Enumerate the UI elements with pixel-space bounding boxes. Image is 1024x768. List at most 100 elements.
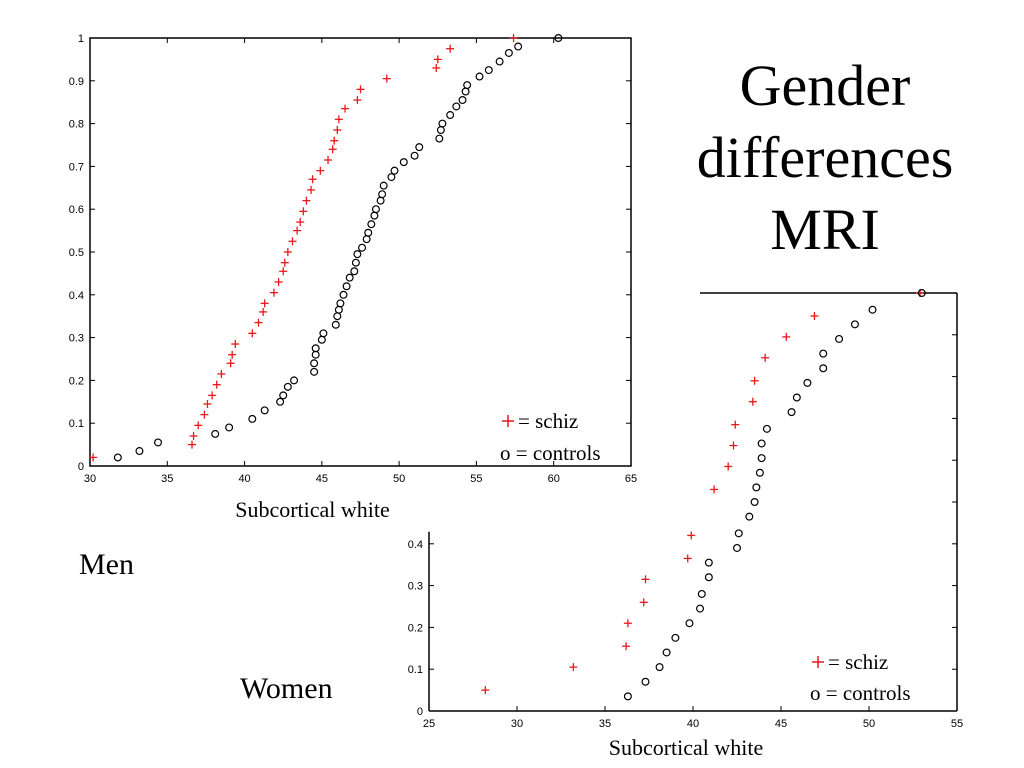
women-control-point [819,349,828,358]
men-control-point [283,382,292,391]
men-y-tick-label: 0 [78,461,84,473]
men-control-point [211,429,220,438]
men-schiz-point [231,340,240,349]
men-control-point [350,267,359,276]
women-control-point [757,439,766,448]
men-schiz-point [212,380,221,389]
men-control-point [410,151,419,160]
men-control-point [310,359,319,368]
women-x-tick-label: 35 [599,718,611,730]
men-schiz-point [269,288,278,297]
men-schiz-point [208,391,217,400]
women-control-point [750,498,759,507]
men-schiz-point [228,350,237,359]
men-control-point [514,42,523,51]
men-control-point [367,220,376,229]
women-schiz-point [622,642,631,651]
men-schiz-point [330,136,339,145]
women-control-point [755,468,764,477]
women-y-tick-label: 0 [417,706,423,718]
men-control-point [399,158,408,167]
men-control-point [438,119,447,128]
women-control-point [696,604,705,613]
men-schiz-point [356,85,365,94]
men-y-tick-label: 0.2 [69,375,84,387]
women-schiz-point [687,531,696,540]
women-control-point [757,454,766,463]
men-control-point [248,414,257,423]
men-control-point [504,48,513,57]
women-control-point [752,483,761,492]
women-x-tick-label: 55 [951,718,963,730]
men-schiz-point [446,44,455,53]
men-schiz-point [333,126,342,135]
women-control-point [792,393,801,402]
men-schiz-point [226,359,235,368]
men-schiz-point [188,440,197,449]
men-schiz-point [432,63,441,72]
men-control-point [331,320,340,329]
men-schiz-point [260,299,269,308]
women-x-tick-label: 45 [775,718,787,730]
women-y-tick-label: 0.1 [408,664,423,676]
women-control-point [623,692,632,701]
women-legend-schiz-label: = schiz [828,650,888,674]
men-schiz-point [203,399,212,408]
men-control-point [495,57,504,66]
women-schiz-point [569,663,578,672]
men-schiz-point [509,34,518,42]
men-control-point [113,453,122,462]
men-schiz-point [299,207,308,216]
men-control-point [364,228,373,237]
women-schiz-point [731,420,740,429]
men-schiz-point [308,175,317,184]
women-control-point [745,512,754,521]
men-control-point [463,81,472,90]
women-y-tick-label: 0.3 [408,581,423,593]
men-control-point [345,273,354,282]
women-schiz-point [761,353,770,362]
men-schiz-point [194,421,203,430]
men-schiz-point [328,145,337,154]
women-control-point [803,378,812,387]
men-control-point [379,181,388,190]
men-schiz-point [283,248,292,256]
women-x-tick-label: 40 [687,718,699,730]
men-control-point [154,438,163,447]
men-y-tick-label: 0.7 [69,161,84,173]
women-schiz-point [750,376,759,385]
women-legend-controls-label: o = controls [810,681,911,705]
men-y-tick-label: 0.9 [69,76,84,88]
men-x-tick-label: 60 [548,473,560,485]
men-legend-schiz-label: = schiz [518,409,578,433]
men-control-point [415,143,424,152]
men-schiz-point [288,237,297,246]
women-schiz-point [710,485,719,494]
women-schiz-point [810,311,819,320]
men-control-point [452,102,461,111]
men-y-tick-label: 0.8 [69,119,84,131]
men-x-axis-label: Subcortical white [235,497,390,522]
men-schiz-point [254,318,263,327]
men-y-tick-label: 0.5 [69,247,84,259]
men-y-tick-label: 0.1 [69,418,84,430]
men-schiz-point [324,155,333,164]
men-schiz-point [274,277,283,286]
men-control-point [342,282,351,291]
men-control-point [336,299,345,308]
men-control-point [279,391,288,400]
women-control-point [704,573,713,582]
men-control-point [458,96,467,105]
men-x-tick-label: 40 [238,473,250,485]
men-schiz-point [353,96,362,105]
men-x-tick-label: 30 [84,473,96,485]
men-control-point [475,72,484,81]
men-schiz-point [296,218,305,227]
women-schiz-point [729,441,738,450]
men-control-point [446,111,455,120]
men-schiz-point [189,432,198,441]
men-schiz-point [293,226,302,235]
women-control-point [685,619,694,628]
women-label: Women [240,672,333,705]
